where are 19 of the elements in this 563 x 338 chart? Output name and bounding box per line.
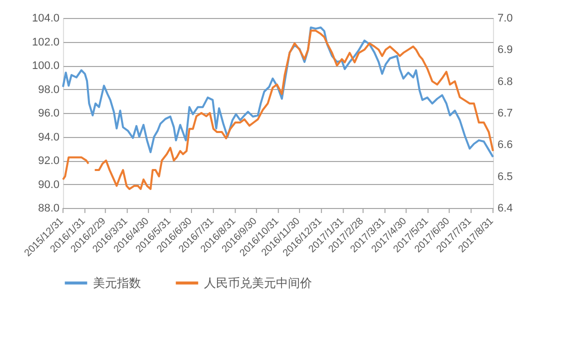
y-tick-label: 88.0 [38,202,60,214]
y2-tick-label: 7.0 [498,12,513,24]
y-tick-label: 94.0 [38,131,60,144]
legend-label: 人民币兑美元中间价 [204,276,312,290]
y2-tick-label: 6.7 [498,108,513,120]
legend-label: 美元指数 [93,276,141,290]
y-tick-label: 98.0 [38,84,60,96]
y2-tick-label: 6.8 [498,76,513,88]
y2-tick-label: 6.9 [498,44,513,56]
y-tick-label: 104.0 [32,12,60,24]
y-tick-label: 96.0 [38,108,60,120]
y-tick-label: 100.0 [32,60,60,72]
y2-tick-label: 6.5 [498,170,513,183]
y2-tick-label: 6.4 [498,202,513,214]
y-tick-label: 102.0 [32,36,60,48]
y2-tick-label: 6.6 [498,139,513,152]
y-tick-label: 92.0 [38,155,60,167]
y-tick-label: 90.0 [38,178,60,191]
line-series [62,26,494,158]
